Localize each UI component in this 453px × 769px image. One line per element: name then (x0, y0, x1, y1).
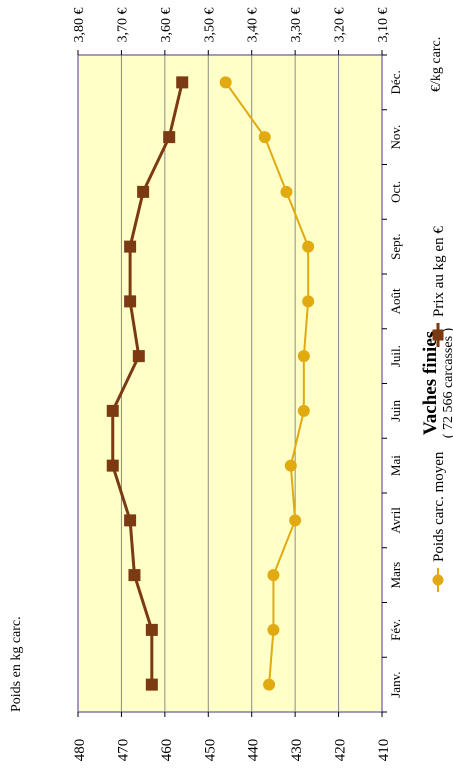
series-1-point-2 (128, 569, 141, 582)
series-1-point-4 (106, 459, 119, 472)
legend-marker-1 (432, 329, 444, 341)
month-label-11: Déc. (388, 70, 403, 94)
weight-tick-label-7: 410 (376, 739, 392, 762)
weight-tick-label-4: 440 (246, 739, 262, 762)
series-0-point-1 (267, 623, 280, 636)
series-line-1 (111, 82, 184, 685)
series-0-point-8 (302, 240, 315, 253)
legend-marker-0 (432, 574, 444, 586)
series-0-point-0 (263, 678, 276, 691)
series-0-point-6 (297, 350, 310, 363)
series-1-point-9 (137, 185, 150, 198)
weight-tick-label-5: 430 (289, 739, 305, 762)
series-0-point-3 (289, 514, 302, 527)
price-axis-label: €/kg carc. (429, 37, 444, 92)
legend-label-1: Prix au kg en € (431, 226, 447, 317)
weight-tick-label-1: 470 (115, 739, 131, 762)
chart-title: Vaches finies (420, 331, 441, 435)
series-line-0 (224, 81, 310, 685)
series-0-point-10 (258, 131, 271, 144)
legend-label-0: Poids carc. moyen (431, 451, 447, 562)
weight-tick-label-3: 450 (202, 739, 218, 762)
series-0-point-9 (280, 185, 293, 198)
series-1-point-6 (132, 350, 145, 363)
price-tick-label-5: 3,30 € (289, 8, 304, 43)
month-label-7: Août (388, 288, 403, 314)
month-label-5: Juin (388, 400, 403, 422)
series-1-point-3 (124, 514, 137, 527)
weight-tick-label-0: 480 (72, 739, 88, 762)
series-1-point-5 (106, 404, 119, 417)
series-1-point-10 (163, 131, 176, 144)
month-label-8: Sept. (388, 233, 403, 259)
month-label-1: Fév. (388, 619, 403, 641)
series-1-point-8 (124, 240, 137, 253)
month-label-2: Mars (388, 562, 403, 589)
price-tick-label-3: 3,50 € (202, 8, 217, 43)
price-tick-label-2: 3,60 € (159, 8, 174, 43)
month-label-3: Avril (388, 507, 403, 534)
price-tick-label-1: 3,70 € (115, 8, 130, 43)
series-1-point-1 (145, 623, 158, 636)
series-0-point-4 (284, 459, 297, 472)
series-1-point-7 (124, 295, 137, 308)
month-label-6: Juil. (388, 345, 403, 367)
price-tick-label-6: 3,20 € (333, 8, 348, 43)
plot-background (78, 55, 382, 712)
series-1-point-0 (145, 678, 158, 691)
chart-subtitle: ( 72 566 carcasses ) (441, 327, 453, 438)
price-tick-label-4: 3,40 € (246, 8, 261, 43)
month-label-10: Nov. (388, 125, 403, 150)
weight-tick-label-6: 420 (333, 739, 349, 762)
series-0-point-7 (302, 295, 315, 308)
series-0-point-2 (267, 569, 280, 582)
price-tick-label-0: 3,80 € (72, 8, 87, 43)
series-1-point-11 (176, 76, 189, 89)
month-label-4: Mai (388, 455, 403, 476)
series-0-point-11 (219, 76, 232, 89)
month-label-9: Oct. (388, 181, 403, 203)
price-tick-label-7: 3,10 € (376, 8, 391, 43)
month-label-0: Janv. (388, 672, 403, 698)
weight-tick-label-2: 460 (159, 739, 175, 762)
series-0-point-5 (297, 404, 310, 417)
weight-axis-label: Poids en kg carc. (9, 616, 24, 712)
